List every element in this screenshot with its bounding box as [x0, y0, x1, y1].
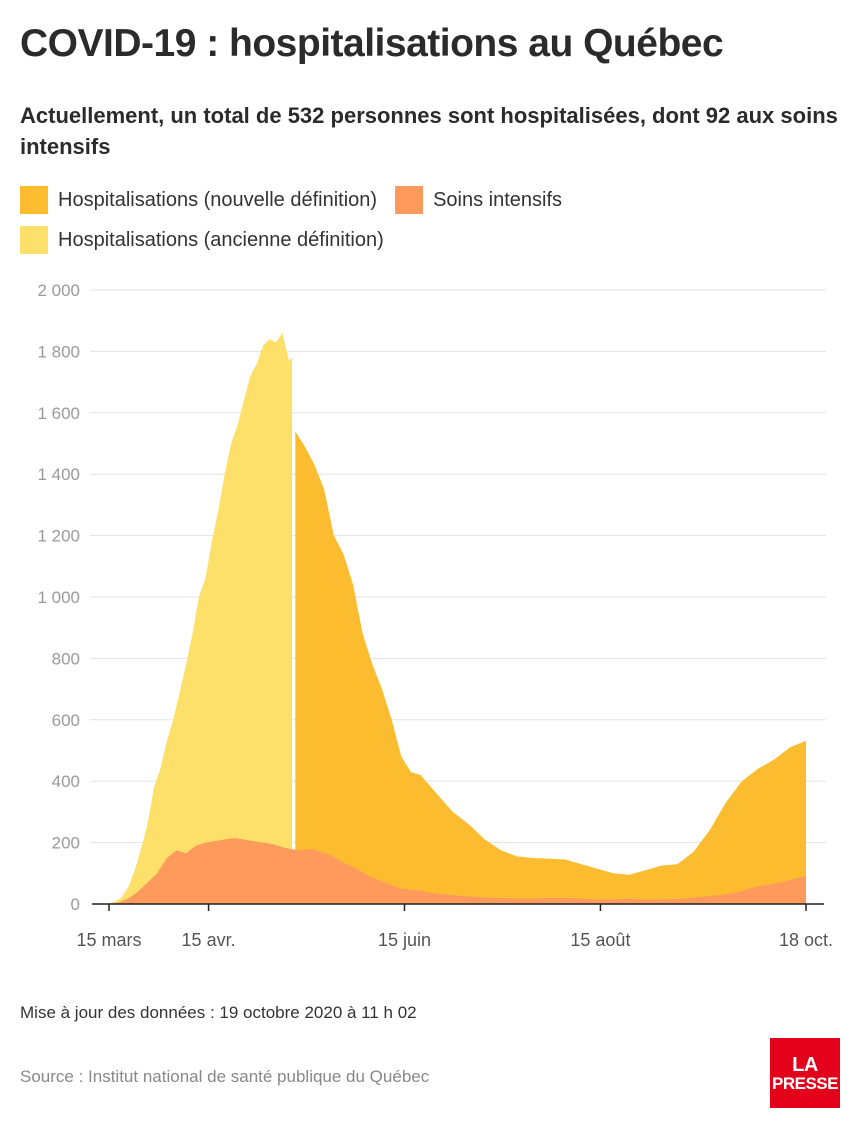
- legend-row-1: Hospitalisations (nouvelle définition) S…: [20, 183, 840, 217]
- logo-text-bottom: PRESSE: [772, 1073, 838, 1093]
- area-series-2: [109, 838, 806, 904]
- legend-item-new-definition: Hospitalisations (nouvelle définition): [20, 186, 377, 214]
- x-tick-label-4: 18 oct.: [779, 930, 833, 950]
- y-tick-label-400: 400: [52, 772, 80, 791]
- area-series-0: [109, 333, 293, 904]
- x-tick-label-3: 15 août: [570, 930, 630, 950]
- chart-legend: Hospitalisations (nouvelle définition) S…: [20, 183, 840, 263]
- y-tick-label-800: 800: [52, 649, 80, 668]
- legend-swatch-intensive-care: [395, 186, 424, 214]
- y-tick-label-1600: 1 600: [37, 404, 80, 423]
- y-tick-label-1200: 1 200: [37, 527, 80, 546]
- legend-item-old-definition: Hospitalisations (ancienne définition): [20, 226, 384, 254]
- x-tick-label-1: 15 avr.: [182, 930, 236, 950]
- hospitalisations-area-chart: 0 200 400 600 800 1 000 1 200 1 400 1 600 1 800 2 …: [37, 281, 833, 950]
- y-tick-label-0: 0: [71, 895, 80, 914]
- y-tick-label-1000: 1 000: [37, 588, 80, 607]
- legend-label-old-definition: Hospitalisations (ancienne définition): [58, 228, 384, 251]
- y-tick-label-1800: 1 800: [37, 342, 80, 361]
- legend-swatch-old-definition: [20, 226, 48, 254]
- legend-label-new-definition: Hospitalisations (nouvelle définition): [58, 188, 378, 211]
- x-tick-label-2: 15 juin: [378, 930, 431, 950]
- legend-label-intensive-care: Soins intensifs: [433, 188, 563, 211]
- area-layer: [109, 333, 806, 904]
- y-tick-label-600: 600: [52, 711, 80, 730]
- data-update-note: Mise à jour des données : 19 octobre 202…: [20, 1003, 417, 1022]
- legend-swatch-new-definition: [20, 186, 48, 214]
- la-presse-logo: LA PRESSE: [770, 1038, 840, 1108]
- area-series-1: [295, 431, 806, 904]
- y-tick-label-1400: 1 400: [37, 465, 80, 484]
- chart-subtitle: Actuellement, un total de 532 personnes …: [20, 103, 838, 159]
- logo-text-top: LA: [792, 1053, 818, 1076]
- chart-title: COVID-19 : hospitalisations au Québec: [20, 22, 724, 65]
- legend-row-2: Hospitalisations (ancienne définition): [20, 223, 840, 257]
- source-note: Source : Institut national de santé publ…: [20, 1067, 430, 1086]
- legend-item-intensive-care: Soins intensifs: [395, 186, 562, 214]
- y-tick-label-2000: 2 000: [37, 281, 80, 300]
- y-tick-label-200: 200: [52, 834, 80, 853]
- axis-layer: 0 200 400 600 800 1 000 1 200 1 400 1 600 1 800 2 …: [37, 281, 833, 950]
- x-tick-label-0: 15 mars: [76, 930, 141, 950]
